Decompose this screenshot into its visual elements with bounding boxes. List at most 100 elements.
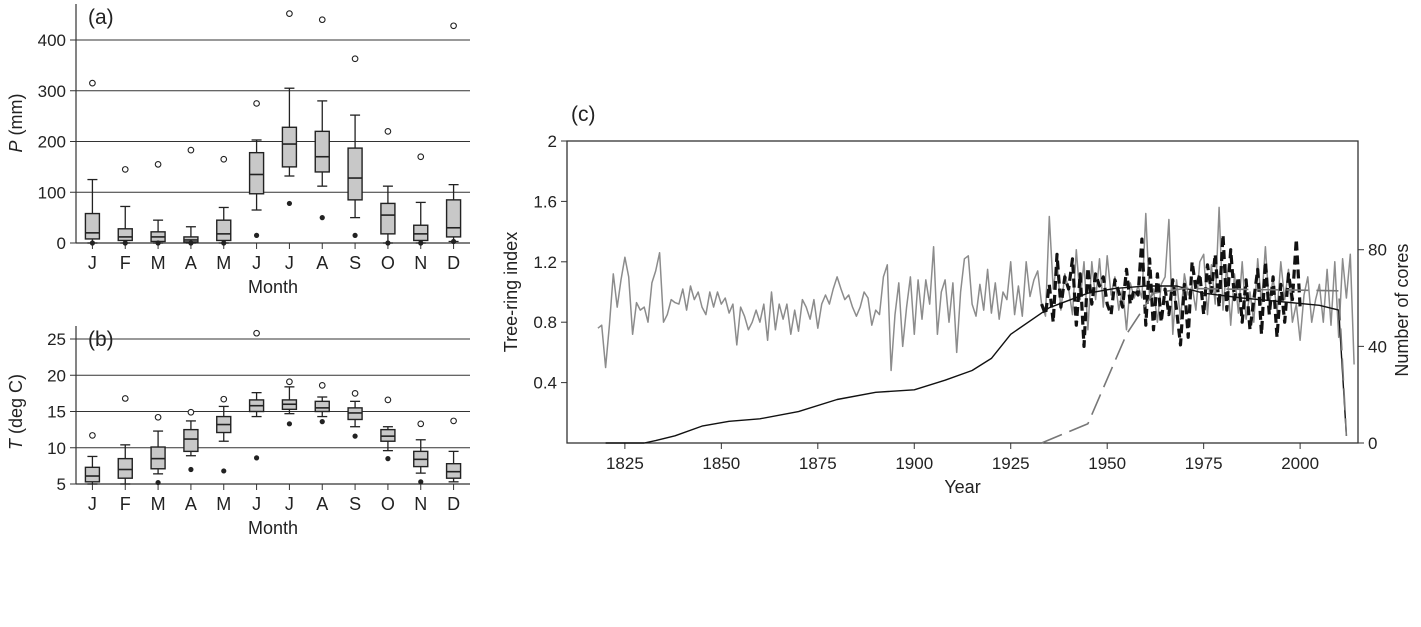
box-b-6 [281,378,298,427]
box-b-8 [347,390,363,439]
box-iqr [281,126,298,168]
outlier-max [253,329,260,337]
outlier-max [351,55,359,63]
outlier-min [286,200,293,207]
outlier-min [385,456,391,462]
outlier-min [188,466,194,473]
outlier-max [89,432,96,439]
box-b-1 [117,395,133,485]
panel-label-c: (c) [571,103,596,126]
x-tick-label-c-7: 2000 [1281,454,1319,473]
x-tick-label-b-10: N [414,494,427,514]
outlier-max [121,395,129,402]
outlier-min [352,232,358,238]
outlier-max [318,16,326,24]
y2-tick-label-c-0: 0 [1368,434,1377,453]
box-iqr [183,428,199,453]
box-a-0 [84,79,101,246]
outlier-max [351,390,359,397]
box-b-3 [183,408,199,473]
x-tick-label-c-5: 1950 [1088,454,1126,473]
x-tick-label-b-0: J [88,494,97,514]
outlier-min [253,455,260,461]
y-tick-label-a-4: 400 [38,31,66,50]
outlier-min [155,240,161,246]
box-b-7 [314,382,330,425]
x-tick-label-a-2: M [151,253,166,273]
outlier-max [154,160,162,168]
x-tick-label-b-5: J [252,494,261,514]
series-line-solid-black [605,285,1348,444]
box-b-2 [150,413,166,486]
x-tick-label-b-11: D [447,494,460,514]
box-b-4 [216,395,232,474]
outlier-min [122,240,128,246]
outlier-max [89,79,96,87]
box-a-11 [445,22,462,245]
y-tick-label-a-2: 200 [38,133,66,152]
box-a-9 [380,128,396,246]
y-axis-label-symbol: P [6,140,26,152]
box-a-2 [150,160,166,246]
box-a-4 [216,155,232,246]
outlier-max [384,128,392,135]
outlier-min [253,232,260,238]
box-iqr [216,219,232,242]
series-line-dashed-black [1040,233,1302,348]
x-tick-label-c-6: 1975 [1185,454,1223,473]
y-axis-label-unit: (mm) [6,94,26,141]
outlier-max [450,417,457,425]
y-tick-label-c-1: 0.8 [533,313,557,332]
outlier-max [417,153,425,161]
outlier-max [253,100,260,107]
outlier-max [187,408,195,416]
y-tick-label-b-0: 5 [57,475,66,494]
outlier-max [220,155,228,163]
outlier-max [121,166,129,173]
box-iqr [117,228,133,242]
outlier-max [286,10,293,17]
x-tick-label-a-8: S [349,253,361,273]
y-tick-label-c-2: 1.2 [533,253,557,272]
outlier-max [450,22,457,30]
y-axis-label-unit: (deg C) [6,374,26,439]
y-tick-label-a-3: 300 [38,82,66,101]
box-a-3 [183,146,199,246]
x-tick-label-a-4: M [216,253,231,273]
y-axis-label-c: Tree-ring index [501,232,521,352]
box-a-6 [281,10,298,207]
box-iqr [380,202,396,235]
outlier-min [286,421,293,427]
outlier-min [385,240,391,246]
outlier-min [221,240,227,246]
y-tick-label-b-1: 10 [47,439,66,458]
outlier-min [418,240,424,246]
x-tick-label-c-4: 1925 [992,454,1030,473]
y2-tick-label-c-1: 40 [1368,337,1387,356]
box-iqr [314,130,330,173]
box-b-10 [413,420,429,485]
y-tick-label-c-0: 0.4 [533,374,557,393]
outlier-min [319,215,325,221]
outlier-max [318,382,326,389]
outlier-max [154,413,162,421]
y2-tick-label-c-2: 80 [1368,241,1387,260]
x-tick-label-c-2: 1875 [799,454,837,473]
box-iqr [445,199,462,238]
y-tick-label-b-3: 20 [47,366,66,385]
x-tick-label-b-6: J [285,494,294,514]
x-tick-label-b-1: F [120,494,131,514]
y-tick-label-a-0: 0 [57,234,66,253]
outlier-max [187,146,195,154]
x-tick-label-a-9: O [381,253,395,273]
outlier-max [220,395,228,403]
box-a-8 [347,55,363,238]
box-b-0 [84,432,101,485]
panel-c: 1825 1850 1875 1900 1925 1950 1975 2000 0.4 0.8 1.… [501,103,1412,497]
outlier-min [450,238,457,245]
x-tick-label-b-4: M [216,494,231,514]
x-tick-label-c-3: 1900 [895,454,933,473]
x-tick-label-b-2: M [151,494,166,514]
